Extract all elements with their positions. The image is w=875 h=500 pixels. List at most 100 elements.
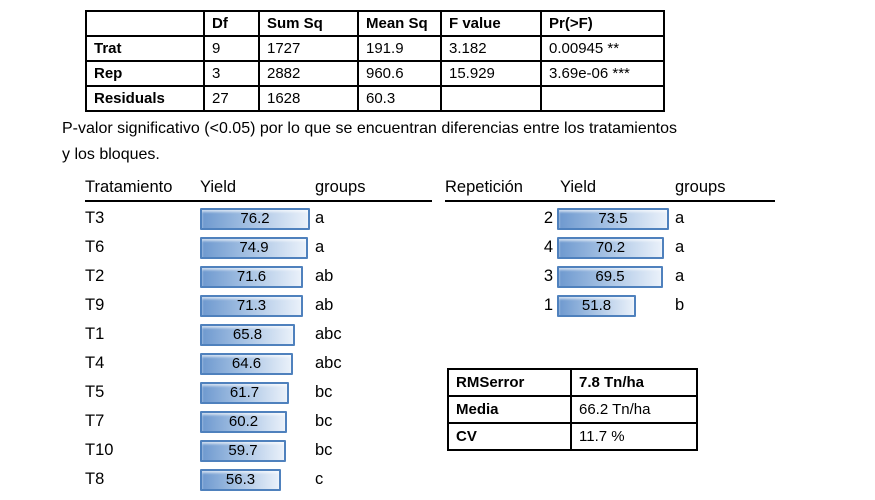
yield-row-t5: T5 61.7 bc [85, 378, 450, 407]
anova-header-f-value: F value [440, 10, 542, 37]
column-header-treatment: Tratamiento [85, 178, 173, 196]
yield-data-bar: 61.7 [200, 381, 289, 404]
column-header-groups: groups [675, 178, 726, 196]
anova-header-row: Df Sum Sq Mean Sq F value Pr(>F) [85, 10, 665, 37]
anova-row-residuals: Residuals 27 1628 60.3 [85, 85, 665, 112]
treatment-table-header: Tratamiento Yield groups [85, 178, 432, 202]
group-label: ab [315, 267, 334, 285]
yield-row-t3: T3 76.2 a [85, 204, 450, 233]
anova-cell-sum-sq: 1628 [258, 85, 359, 112]
group-label: bc [315, 441, 333, 459]
row-label: T2 [85, 267, 105, 285]
yield-row-t6: T6 74.9 a [85, 233, 450, 262]
stats-label: Media [447, 395, 572, 424]
column-header-yield: Yield [560, 178, 597, 196]
significance-note: P-valor significativo (<0.05) por lo que… [62, 116, 842, 168]
yield-bar-cell: 69.5 [557, 265, 675, 288]
anova-row-trat: Trat 9 1727 191.9 3.182 0.00945 ** [85, 35, 665, 62]
repetition-rows: 2 73.5 a 4 70.2 a 3 69.5 a 1 51.8 b [445, 204, 785, 320]
yield-row-2: 2 73.5 a [445, 204, 785, 233]
anova-cell-pr-f [540, 85, 665, 112]
group-label: a [675, 238, 685, 256]
anova-header-blank [85, 10, 205, 37]
row-label: T10 [85, 441, 114, 459]
yield-row-1: 1 51.8 b [445, 291, 785, 320]
anova-cell-pr-f: 0.00945 ** [540, 35, 665, 62]
repetition-yield-table: Repetición Yield groups 2 73.5 a 4 70.2 a 3 69.… [445, 178, 785, 320]
anova-cell-mean-sq: 191.9 [357, 35, 442, 62]
yield-data-bar: 70.2 [557, 236, 664, 259]
yield-row-t7: T7 60.2 bc [85, 407, 450, 436]
yield-bar-cell: 74.9 [200, 236, 315, 259]
yield-bar-cell: 71.6 [200, 265, 315, 288]
yield-data-bar: 73.5 [557, 207, 669, 230]
row-label: T5 [85, 383, 105, 401]
row-label: T7 [85, 412, 105, 430]
anova-header-mean-sq: Mean Sq [357, 10, 442, 37]
yield-bar-cell: 59.7 [200, 439, 315, 462]
yield-bar-cell: 73.5 [557, 207, 675, 230]
yield-data-bar: 69.5 [557, 265, 663, 288]
stats-label: CV [447, 422, 572, 451]
anova-cell-df: 9 [203, 35, 260, 62]
significance-note-line2: y los bloques. [62, 146, 160, 163]
column-header-repetition: Repetición [445, 178, 523, 196]
anova-row-rep: Rep 3 2882 960.6 15.929 3.69e-06 *** [85, 60, 665, 87]
anova-table: Df Sum Sq Mean Sq F value Pr(>F) Trat 9 … [85, 10, 665, 112]
yield-data-bar: 60.2 [200, 410, 287, 433]
group-label: bc [315, 412, 333, 430]
row-label: T4 [85, 354, 105, 372]
yield-data-bar: 76.2 [200, 207, 310, 230]
anova-cell-f-value [440, 85, 542, 112]
group-label: ab [315, 296, 334, 314]
anova-header-df: Df [203, 10, 260, 37]
row-label: 2 [543, 209, 553, 227]
yield-bar-cell: 64.6 [200, 352, 315, 375]
row-label: T6 [85, 238, 105, 256]
significance-note-line1: P-valor significativo (<0.05) por lo que… [62, 120, 677, 137]
yield-data-bar: 51.8 [557, 294, 636, 317]
yield-row-t10: T10 59.7 bc [85, 436, 450, 465]
yield-row-t2: T2 71.6 ab [85, 262, 450, 291]
group-label: a [675, 267, 685, 285]
anova-cell-df: 3 [203, 60, 260, 87]
anova-cell-f-value: 3.182 [440, 35, 542, 62]
anova-header-sum-sq: Sum Sq [258, 10, 359, 37]
yield-bar-cell: 51.8 [557, 294, 675, 317]
anova-cell-sum-sq: 1727 [258, 35, 359, 62]
yield-bar-cell: 71.3 [200, 294, 315, 317]
column-header-groups: groups [315, 178, 366, 196]
yield-bar-cell: 56.3 [200, 468, 315, 491]
stats-value: 7.8 Tn/ha [570, 368, 698, 397]
group-label: a [675, 209, 685, 227]
stats-row-media: Media 66.2 Tn/ha [447, 395, 698, 424]
anova-header-pr-f: Pr(>F) [540, 10, 665, 37]
repetition-table-header: Repetición Yield groups [445, 178, 775, 202]
group-label: a [315, 209, 325, 227]
yield-data-bar: 65.8 [200, 323, 295, 346]
column-header-yield: Yield [200, 178, 237, 196]
stats-row-cv: CV 11.7 % [447, 422, 698, 451]
row-label: 1 [543, 296, 553, 314]
stats-row-rmserror: RMSerror 7.8 Tn/ha [447, 368, 698, 397]
yield-row-t9: T9 71.3 ab [85, 291, 450, 320]
anova-cell-sum-sq: 2882 [258, 60, 359, 87]
yield-bar-cell: 76.2 [200, 207, 315, 230]
group-label: b [675, 296, 685, 314]
anova-row-label: Rep [85, 60, 205, 87]
yield-bar-cell: 60.2 [200, 410, 315, 433]
row-label: T8 [85, 470, 105, 488]
group-label: abc [315, 354, 342, 372]
group-label: abc [315, 325, 342, 343]
yield-data-bar: 74.9 [200, 236, 308, 259]
group-label: c [315, 470, 324, 488]
yield-bar-cell: 70.2 [557, 236, 675, 259]
anova-row-label: Trat [85, 35, 205, 62]
stats-value: 11.7 % [570, 422, 698, 451]
treatment-yield-table: Tratamiento Yield groups T3 76.2 a T6 74.9 a T… [85, 178, 450, 494]
yield-data-bar: 64.6 [200, 352, 293, 375]
stats-label: RMSerror [447, 368, 572, 397]
yield-row-t4: T4 64.6 abc [85, 349, 450, 378]
anova-cell-mean-sq: 60.3 [357, 85, 442, 112]
yield-data-bar: 59.7 [200, 439, 286, 462]
